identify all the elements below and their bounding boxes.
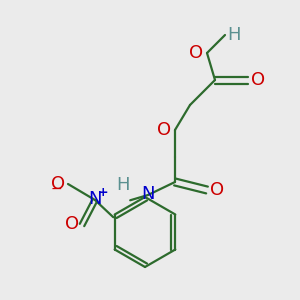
Text: O: O	[157, 121, 171, 139]
Text: O: O	[210, 181, 224, 199]
Text: O: O	[189, 44, 203, 62]
Text: N: N	[141, 185, 155, 203]
Text: H: H	[227, 26, 241, 44]
Text: N: N	[88, 190, 102, 208]
Text: −: −	[50, 182, 62, 196]
Text: O: O	[51, 175, 65, 193]
Text: O: O	[251, 71, 265, 89]
Text: O: O	[65, 215, 79, 233]
Text: +: +	[98, 187, 108, 200]
Text: H: H	[116, 176, 130, 194]
